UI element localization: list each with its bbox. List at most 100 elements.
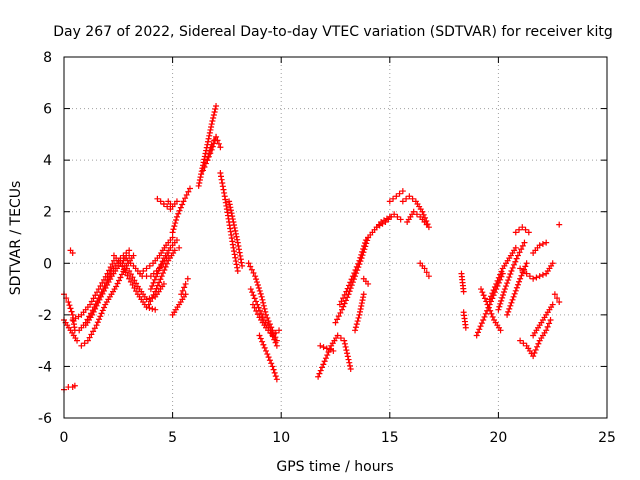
data-point — [356, 257, 363, 264]
data-point — [341, 337, 348, 344]
grid-lines — [64, 57, 607, 418]
data-point — [539, 240, 546, 247]
data-point — [249, 301, 256, 308]
data-point — [201, 156, 208, 163]
data-point — [473, 332, 480, 339]
data-point — [253, 298, 260, 305]
data-point — [213, 102, 220, 109]
data-point — [512, 244, 519, 251]
data-point — [179, 201, 186, 208]
data-point — [355, 260, 362, 267]
data-point — [481, 295, 488, 302]
data-point — [532, 346, 539, 353]
data-point — [157, 276, 164, 283]
data-point — [172, 220, 179, 227]
data-point — [124, 272, 131, 279]
data-point — [227, 204, 234, 211]
data-point — [236, 246, 243, 253]
data-point — [522, 226, 529, 233]
data-point — [423, 269, 430, 276]
data-point — [493, 280, 500, 287]
y-axis-label: SDTVAR / TECUs — [8, 181, 24, 296]
data-point — [149, 305, 156, 312]
data-track — [386, 188, 406, 205]
data-point — [208, 121, 215, 128]
data-point — [96, 316, 103, 323]
data-point — [232, 230, 239, 237]
data-point — [154, 282, 161, 289]
data-point — [250, 269, 257, 276]
data-point — [239, 262, 246, 269]
data-point — [358, 251, 365, 258]
data-point — [217, 144, 224, 151]
data-point — [89, 311, 96, 318]
data-track — [517, 260, 556, 282]
data-point — [495, 306, 502, 313]
data-track — [256, 332, 280, 383]
data-point — [260, 299, 267, 306]
x-tick-label: 25 — [598, 430, 616, 446]
data-point — [150, 291, 157, 298]
data-point — [345, 282, 352, 289]
data-point — [234, 239, 241, 246]
data-point — [248, 266, 255, 273]
data-point — [460, 288, 467, 295]
data-point — [181, 284, 188, 291]
data-point — [69, 249, 76, 256]
data-track — [195, 102, 220, 189]
data-point — [399, 188, 406, 195]
data-point — [231, 251, 238, 258]
data-point — [230, 244, 237, 251]
data-point — [221, 189, 228, 196]
data-point — [185, 188, 192, 195]
data-point — [232, 258, 239, 265]
data-point — [107, 264, 114, 271]
plot-frame — [63, 56, 608, 419]
data-point — [209, 118, 216, 125]
data-point — [247, 286, 254, 293]
data-point — [90, 328, 97, 335]
data-point — [511, 261, 518, 268]
data-point — [271, 336, 278, 343]
data-point — [196, 179, 203, 186]
data-point — [150, 279, 157, 286]
data-point — [266, 321, 273, 328]
data-point — [210, 115, 217, 122]
data-point — [359, 297, 366, 304]
data-point — [120, 266, 127, 273]
data-point — [251, 304, 258, 311]
data-point — [341, 300, 348, 307]
data-point — [118, 271, 125, 278]
data-point — [253, 279, 260, 286]
data-point — [518, 272, 525, 279]
data-point — [259, 296, 266, 303]
data-point — [357, 308, 364, 315]
data-point — [231, 221, 238, 228]
data-point — [204, 138, 211, 145]
data-point — [226, 198, 233, 205]
data-point — [345, 356, 352, 363]
data-point — [197, 174, 204, 181]
data-point — [386, 198, 393, 205]
data-point — [154, 195, 161, 202]
data-point — [270, 366, 277, 373]
data-point — [227, 207, 234, 214]
data-point — [523, 270, 530, 277]
data-point — [500, 289, 507, 296]
data-point — [153, 273, 160, 280]
data-point — [184, 275, 191, 282]
data-point — [127, 271, 134, 278]
data-point — [183, 191, 190, 198]
data-point — [338, 298, 345, 305]
data-track — [217, 170, 241, 275]
data-point — [226, 201, 233, 208]
data-point — [176, 244, 183, 251]
data-point — [186, 185, 193, 192]
data-point — [101, 304, 108, 311]
data-point — [173, 198, 180, 205]
data-point — [140, 268, 147, 275]
data-point — [352, 327, 359, 334]
data-point — [254, 282, 261, 289]
data-point — [394, 213, 401, 220]
data-point — [257, 290, 264, 297]
